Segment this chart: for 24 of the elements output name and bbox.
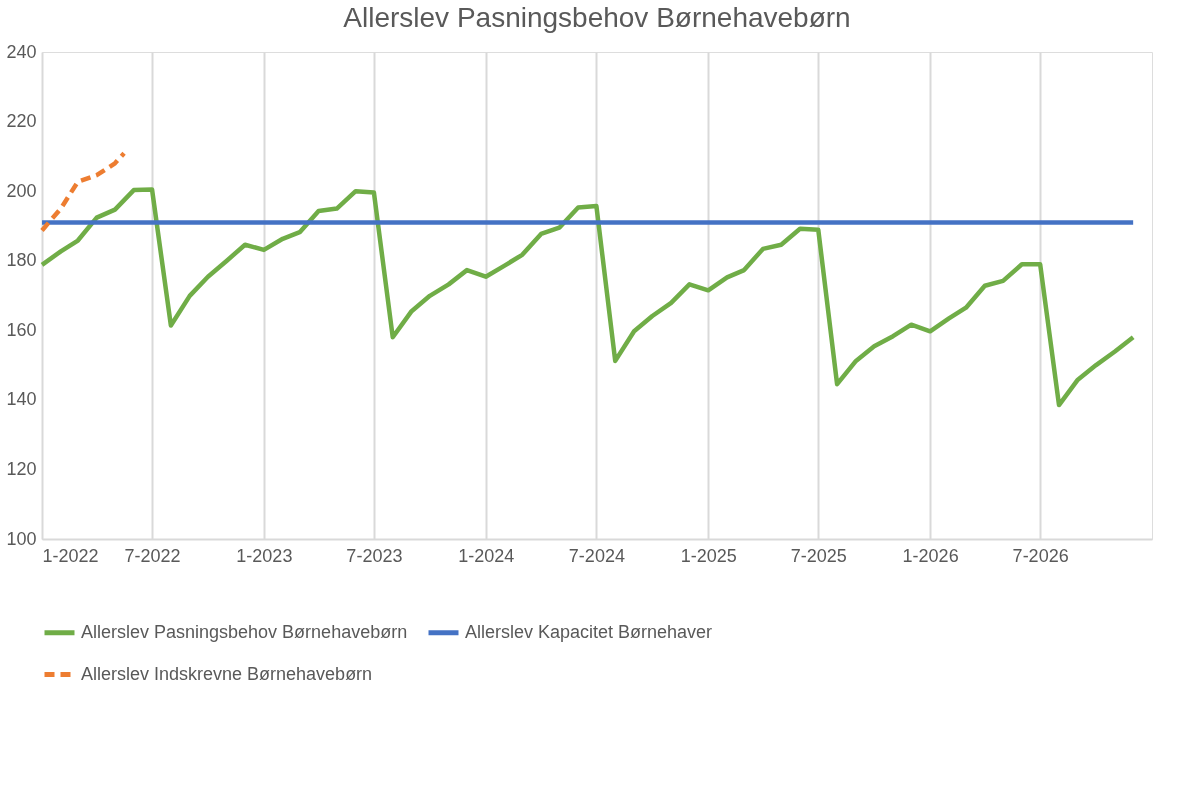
y-tick-label: 200 (6, 180, 37, 201)
x-tick-label: 1-2026 (902, 545, 959, 566)
x-tick-label: 1-2025 (680, 545, 737, 566)
y-tick-label: 240 (6, 41, 37, 62)
x-tick-label: 7-2023 (346, 545, 403, 566)
y-tick-label: 140 (6, 389, 37, 410)
x-tick-label: 7-2022 (124, 545, 181, 566)
y-tick-label: 220 (6, 111, 37, 132)
line-series (39, 150, 127, 233)
legend-label: Allerslev Pasningsbehov Børnehavebørn (81, 621, 408, 642)
line-series (39, 187, 1136, 408)
y-tick-label: 160 (6, 319, 37, 340)
x-tick-label: 7-2026 (1012, 545, 1069, 566)
x-tick-label: 7-2025 (790, 545, 847, 566)
y-tick-label: 180 (6, 250, 37, 271)
x-tick-label: 1-2022 (42, 545, 99, 566)
legend-label: Allerslev Kapacitet Børnehaver (465, 621, 713, 642)
chart-title: Allerslev Pasningsbehov Børnehavebørn (343, 2, 851, 33)
y-tick-label: 100 (6, 528, 37, 549)
x-tick-label: 1-2023 (236, 545, 293, 566)
x-tick-label: 1-2024 (458, 545, 515, 566)
x-tick-label: 7-2024 (568, 545, 625, 566)
y-tick-label: 120 (6, 458, 37, 479)
legend-label: Allerslev Indskrevne Børnehavebørn (81, 663, 373, 684)
